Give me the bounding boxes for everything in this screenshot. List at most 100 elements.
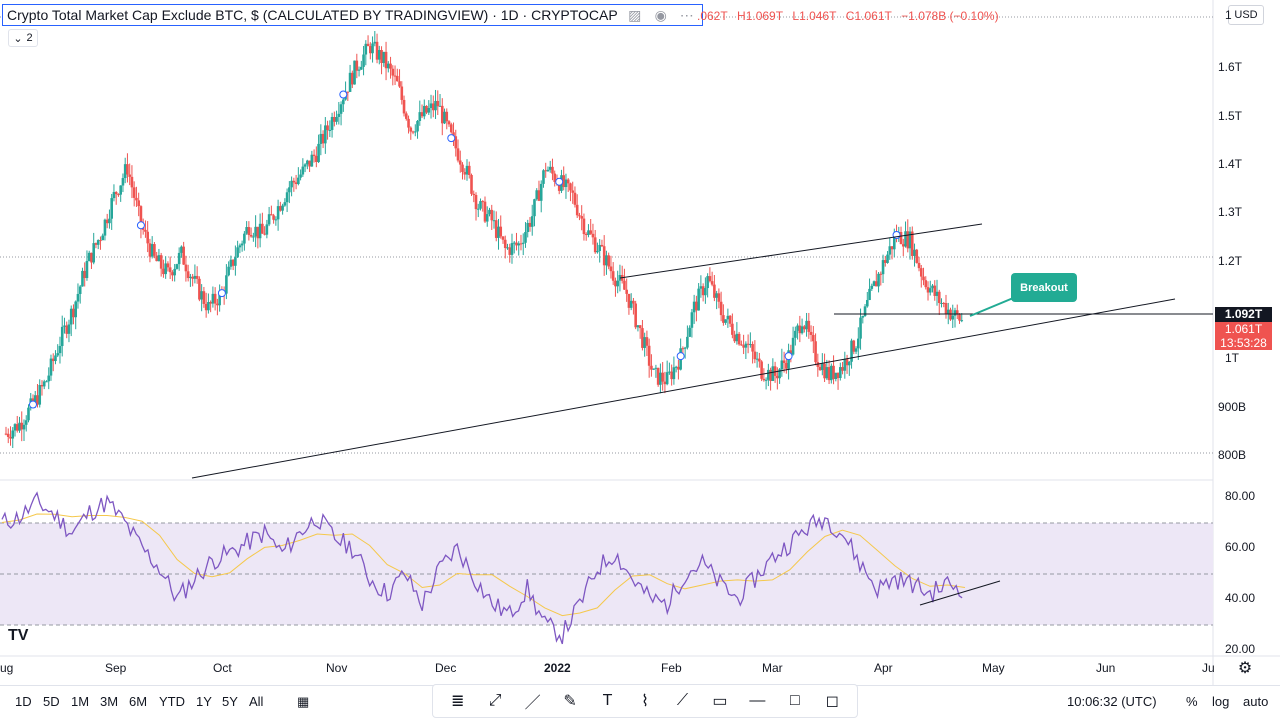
clock-readout[interactable]: 10:06:32 (UTC)	[1067, 694, 1157, 709]
candle-body	[843, 359, 847, 371]
flag-icon[interactable]: ▨	[628, 6, 642, 23]
candle-body	[112, 192, 116, 199]
brush-icon[interactable]: ✎	[563, 693, 577, 710]
lower-trendline[interactable]	[191, 298, 1176, 479]
horizontal-lines-icon[interactable]: ≣	[451, 693, 465, 710]
candle-body	[22, 424, 26, 430]
candle-body	[384, 51, 388, 69]
rsi-axis-label: 60.00	[1225, 540, 1256, 554]
candle-body	[481, 201, 485, 203]
candle-body	[839, 367, 842, 378]
comment-icon[interactable]: ◻	[825, 693, 839, 710]
range-3m-button[interactable]: 3M	[100, 694, 119, 709]
candle-body	[238, 245, 242, 248]
price-label: 1.4T	[1218, 157, 1243, 171]
range-5d-button[interactable]: 5D	[43, 694, 60, 709]
candle-body	[686, 336, 689, 348]
candle-body	[360, 66, 363, 70]
candle-body	[218, 290, 221, 306]
candle-body	[231, 259, 235, 266]
candle-body	[861, 316, 865, 318]
candle-body	[690, 312, 694, 328]
candle-body	[308, 160, 311, 167]
candle-body	[906, 231, 910, 249]
line-icon[interactable]: ／	[524, 695, 541, 712]
candle-body	[418, 112, 422, 121]
collapse-indicators-button[interactable]: ⌄ 2	[8, 29, 38, 47]
horizontal-line-icon[interactable]: —	[749, 692, 766, 709]
range-5y-button[interactable]: 5Y	[222, 694, 238, 709]
candle-body	[830, 365, 833, 381]
time-label: 2022	[544, 661, 571, 675]
candle-body	[661, 372, 664, 382]
candle-body	[836, 372, 840, 378]
upper-trendline[interactable]	[619, 223, 983, 279]
tradingview-logo-icon[interactable]: TV	[8, 627, 29, 644]
candle-body	[780, 360, 784, 370]
candle-body	[128, 174, 131, 177]
time-label: ug	[0, 661, 14, 675]
candle-body	[326, 125, 329, 131]
candle-body	[699, 286, 703, 289]
candle-body	[474, 194, 478, 210]
candle-body	[427, 108, 431, 113]
trend-line-icon[interactable]: ⤢	[488, 692, 502, 709]
callout-icon[interactable]: ▭	[712, 693, 728, 710]
ohlc-readout: .062T H1.069T L1.046T C1.061T −1.078B (−…	[697, 9, 1005, 23]
symbol-legend[interactable]: Crypto Total Market Cap Exclude BTC, $ (…	[2, 4, 703, 26]
candle-body	[872, 281, 876, 286]
text-icon[interactable]: T	[602, 692, 613, 709]
candle-body	[123, 164, 127, 179]
candle-body	[103, 219, 107, 236]
rectangle-icon[interactable]: □	[789, 692, 800, 709]
percent-toggle[interactable]: %	[1186, 694, 1198, 709]
rsi-trendline[interactable]	[919, 580, 1001, 606]
candle-body	[317, 143, 320, 163]
gear-icon[interactable]: ⚙	[1237, 660, 1253, 677]
auto-toggle[interactable]: auto	[1243, 694, 1269, 709]
candle-body	[407, 118, 410, 128]
candle-body	[364, 43, 368, 55]
more-icon[interactable]: ⋯	[679, 6, 694, 23]
candle-body	[144, 229, 147, 232]
log-toggle[interactable]: log	[1212, 694, 1230, 709]
range-ytd-button[interactable]: YTD	[159, 694, 185, 709]
candle-body	[771, 366, 775, 382]
candle-body	[182, 246, 185, 265]
candle-body	[355, 60, 359, 71]
path-icon[interactable]: ⌇	[641, 693, 649, 710]
candle-body	[306, 160, 309, 165]
candle-body	[528, 222, 532, 227]
candle-body	[56, 353, 60, 356]
calendar-icon[interactable]: ▦	[297, 694, 310, 709]
candle-body	[818, 366, 822, 371]
candle-body	[870, 285, 874, 289]
candle-body	[600, 244, 604, 247]
candle-body	[191, 276, 194, 279]
candle-body	[472, 193, 476, 195]
last-price-value: 1.061T	[1224, 322, 1263, 336]
range-1d-button[interactable]: 1D	[15, 694, 32, 709]
candle-body	[288, 187, 291, 193]
candle-body	[425, 105, 428, 113]
eye-icon[interactable]: ◉	[654, 6, 667, 23]
candle-body	[85, 260, 89, 279]
range-all-button[interactable]: All	[249, 694, 264, 709]
candle-body	[892, 236, 896, 250]
zigzag-icon[interactable]: ⟋	[676, 692, 689, 709]
candle-body	[445, 111, 449, 122]
range-1y-button[interactable]: 1Y	[196, 694, 212, 709]
currency-select[interactable]: USD	[1228, 5, 1264, 25]
candle-body	[722, 315, 725, 323]
candle-body	[227, 266, 230, 276]
range-1m-button[interactable]: 1M	[71, 694, 90, 709]
range-6m-button[interactable]: 6M	[129, 694, 148, 709]
candle-body	[58, 346, 62, 354]
candle-body	[596, 250, 599, 253]
breakout-callout[interactable]: Breakout	[1011, 273, 1077, 302]
candle-body	[645, 337, 649, 346]
candle-body	[949, 309, 952, 320]
candle-body	[157, 255, 161, 262]
candle-body	[380, 49, 383, 64]
